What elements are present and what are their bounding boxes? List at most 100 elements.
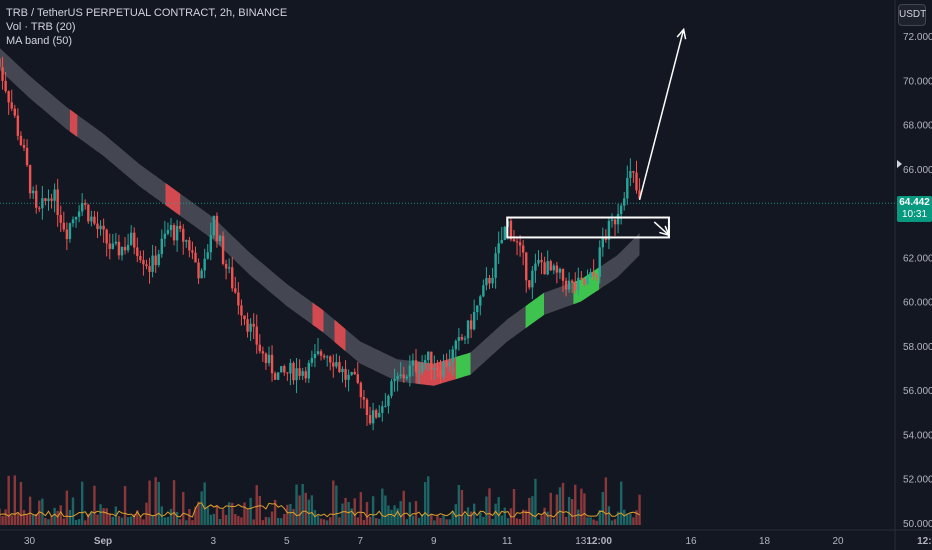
candle-body (433, 368, 436, 370)
candle-body (378, 412, 381, 418)
volume-bar (237, 515, 240, 525)
volume-bar (13, 475, 16, 525)
ma-band-bear-segment (312, 302, 324, 333)
candle-body (313, 353, 317, 359)
candle-body (436, 368, 439, 371)
candle-body (160, 238, 163, 255)
volume-bar (531, 496, 534, 525)
volume-bar (280, 518, 283, 525)
y-tick-label: 52.000 (903, 475, 932, 486)
ma-band-indicator-label[interactable]: MA band (50) (6, 35, 73, 47)
x-tick-label: Sep (94, 536, 112, 547)
candle-body (261, 351, 265, 354)
volume-bar (488, 488, 491, 525)
volume-bar (188, 509, 191, 525)
volume-bar (469, 511, 473, 525)
candle-body (451, 349, 454, 363)
candle-body (503, 226, 506, 241)
candle-body (332, 362, 335, 367)
volume-bar (203, 482, 206, 525)
volume-bar (635, 510, 638, 525)
volume-bar (111, 516, 114, 525)
volume-bar (169, 508, 173, 525)
candle-body (218, 235, 222, 242)
candle-body (87, 204, 90, 222)
price-marker-icon (897, 160, 902, 168)
candle-body (319, 351, 323, 356)
candle-body (7, 91, 10, 103)
volume-bar (246, 509, 249, 525)
volume-bar (338, 517, 341, 525)
volume-bar (623, 509, 626, 525)
volume-bar (191, 520, 194, 525)
volume-bar (629, 513, 632, 525)
candle-body (371, 410, 375, 424)
candle-body (295, 368, 298, 381)
volume-bar (172, 480, 176, 525)
volume-bar (212, 513, 216, 525)
candle-body (325, 356, 329, 358)
candle-body (411, 360, 415, 366)
volume-bar (175, 511, 179, 525)
volume-indicator-label[interactable]: Vol · TRB (20) (6, 21, 76, 33)
volume-bar (19, 481, 23, 525)
symbol-title[interactable]: TRB / TetherUS PERPETUAL CONTRACT, 2h, B… (6, 7, 288, 19)
x-tick-label: 9 (431, 536, 437, 547)
candle-body (114, 241, 118, 244)
arrow-up-shaft (638, 29, 685, 200)
volume-bar (430, 514, 433, 525)
candle-body (62, 222, 65, 230)
candle-body (497, 243, 500, 254)
volume-bar (273, 499, 277, 525)
candle-body (482, 285, 485, 297)
candle-body (619, 205, 623, 215)
volume-bar (463, 514, 467, 525)
candle-body (310, 358, 314, 363)
volume-bar (93, 485, 96, 525)
volume-bar (218, 519, 222, 525)
volume-bar (371, 496, 375, 525)
volume-bar (90, 512, 93, 525)
candle-body (580, 277, 583, 279)
volume-bar (185, 520, 188, 525)
candle-body (28, 165, 32, 194)
candle-body (286, 372, 289, 374)
candle-body (166, 230, 170, 234)
volume-bar (607, 506, 611, 525)
candle-body (549, 261, 552, 271)
candle-body (59, 215, 62, 223)
candle-body (93, 216, 96, 224)
volume-bar (234, 514, 237, 525)
volume-bar (304, 492, 307, 525)
y-tick-label: 70.000 (903, 76, 932, 87)
volume-bar (506, 518, 510, 525)
volume-bar (231, 502, 234, 525)
volume-bar (583, 493, 586, 525)
volume-bar (120, 517, 124, 525)
arrow-up-head (676, 27, 687, 40)
volume-bar (68, 510, 72, 525)
volume-bar (1, 516, 4, 525)
currency-button[interactable]: USDT (898, 4, 926, 26)
volume-bar (528, 497, 531, 525)
volume-bar (166, 517, 170, 525)
candle-body (531, 270, 534, 288)
volume-bar (289, 503, 292, 525)
candle-body (10, 102, 13, 109)
candle-body (102, 225, 105, 230)
candle-body (528, 280, 531, 288)
candle-body (552, 265, 555, 271)
volume-bar (393, 505, 396, 525)
candle-body (38, 207, 41, 209)
candle-body (139, 256, 142, 260)
candle-body (4, 80, 7, 92)
volume-bar (546, 511, 549, 525)
candle-body (16, 115, 20, 136)
volume-bar (123, 486, 127, 525)
candle-body (148, 266, 151, 272)
candle-body (133, 232, 136, 248)
volume-bar (84, 520, 87, 525)
x-tick-label: 11 (502, 536, 513, 547)
volume-bar (525, 510, 528, 525)
